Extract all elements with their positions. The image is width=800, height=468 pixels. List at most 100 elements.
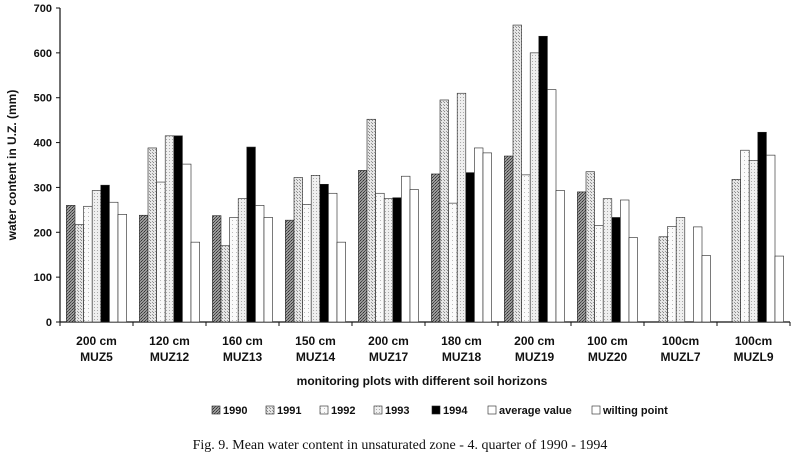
bar [456, 92, 467, 323]
bar [577, 191, 587, 323]
bars [66, 24, 784, 323]
y-tick-label: 100 [34, 272, 52, 284]
bar [448, 202, 458, 323]
bar [190, 241, 200, 323]
legend-swatch [487, 405, 497, 415]
x-category-depth: 100cm [735, 334, 772, 348]
bar [366, 118, 376, 323]
legend-swatch [373, 405, 383, 415]
bar [383, 198, 394, 323]
bar [285, 219, 295, 323]
x-category-plot: MUZ19 [515, 350, 555, 364]
legend-label: average value [499, 405, 572, 417]
y-tick-label: 700 [34, 3, 52, 15]
bar [693, 226, 703, 323]
y-tick-label: 500 [34, 93, 52, 105]
bar [521, 174, 531, 323]
bar [293, 177, 303, 323]
bar [310, 175, 321, 323]
bar [474, 147, 484, 323]
bar [658, 236, 668, 323]
bar [358, 170, 368, 323]
bar [757, 131, 767, 323]
y-tick-label: 400 [34, 138, 52, 150]
x-category-depth: 180 cm [441, 334, 482, 348]
bar [246, 146, 256, 323]
bar [701, 255, 711, 323]
x-category-plot: MUZ14 [296, 350, 336, 364]
bar [237, 198, 248, 323]
x-category-depth: 200 cm [76, 334, 117, 348]
x-category-plot: MUZ12 [150, 350, 190, 364]
bar [117, 214, 127, 323]
x-category-depth: 200 cm [514, 334, 555, 348]
bar [538, 35, 548, 323]
bar [147, 147, 157, 323]
bar [675, 217, 686, 323]
x-category-plot: MUZ18 [442, 350, 482, 364]
bar [585, 171, 595, 323]
bar [229, 217, 239, 323]
bar [83, 205, 93, 323]
bar [392, 197, 402, 323]
bar [774, 255, 784, 323]
legend-swatch [319, 405, 329, 415]
bar [555, 190, 565, 323]
bar [319, 183, 329, 323]
bar [139, 214, 149, 323]
bar [628, 237, 638, 323]
x-category-plot: MUZ13 [223, 350, 263, 364]
x-categories: 200 cm MUZ5 120 cm MUZ12 160 cm MUZ13 150 cm MU… [59, 322, 791, 364]
bar [263, 217, 273, 323]
legend-label: 1990 [223, 405, 247, 417]
bar [156, 181, 166, 323]
bar [66, 205, 76, 323]
x-category-plot: MUZ20 [588, 350, 628, 364]
bar [109, 201, 119, 323]
bar [336, 241, 346, 323]
bar [164, 135, 175, 323]
x-axis-title: monitoring plots with different soil hor… [297, 374, 548, 388]
bar [529, 52, 540, 323]
legend-swatch [591, 405, 601, 415]
y-ticks: 0 100 200 300 400 500 600 700 [34, 3, 60, 329]
y-axis-title: water content in U.Z. (mm) [5, 90, 19, 242]
legend-label: 1991 [277, 405, 301, 417]
bar [409, 189, 419, 323]
bar [100, 184, 110, 323]
legend-label: wilting point [602, 405, 668, 417]
legend: 1990 1991 1992 1993 1994 average value wilting… [211, 405, 668, 417]
bar [401, 175, 411, 323]
x-category-depth: 100cm [662, 334, 699, 348]
bar [375, 192, 385, 323]
y-tick-label: 0 [46, 317, 52, 329]
bar [504, 155, 514, 323]
bar [731, 179, 741, 323]
bar [547, 89, 557, 323]
bar [255, 205, 265, 323]
bar [602, 198, 613, 323]
legend-swatch [211, 405, 221, 415]
figure-caption: Fig. 9. Mean water content in unsaturate… [193, 438, 608, 453]
bar [302, 204, 312, 323]
bar [328, 192, 338, 323]
bar [620, 199, 630, 323]
legend-label: 1992 [331, 405, 355, 417]
bar [766, 154, 776, 323]
legend-swatch [265, 405, 275, 415]
bar [594, 225, 604, 323]
bar [220, 245, 230, 323]
x-category-depth: 150 cm [295, 334, 336, 348]
bar [482, 152, 492, 323]
bar [182, 163, 192, 323]
bar [465, 172, 475, 323]
bar [439, 99, 449, 323]
x-category-depth: 160 cm [222, 334, 263, 348]
bar [91, 190, 102, 323]
x-category-plot: MUZ5 [80, 350, 113, 364]
x-category-plot: MUZ17 [369, 350, 409, 364]
bar [212, 215, 222, 323]
y-tick-label: 300 [34, 182, 52, 194]
x-category-plot: MUZL9 [734, 350, 774, 364]
y-tick-label: 200 [34, 227, 52, 239]
